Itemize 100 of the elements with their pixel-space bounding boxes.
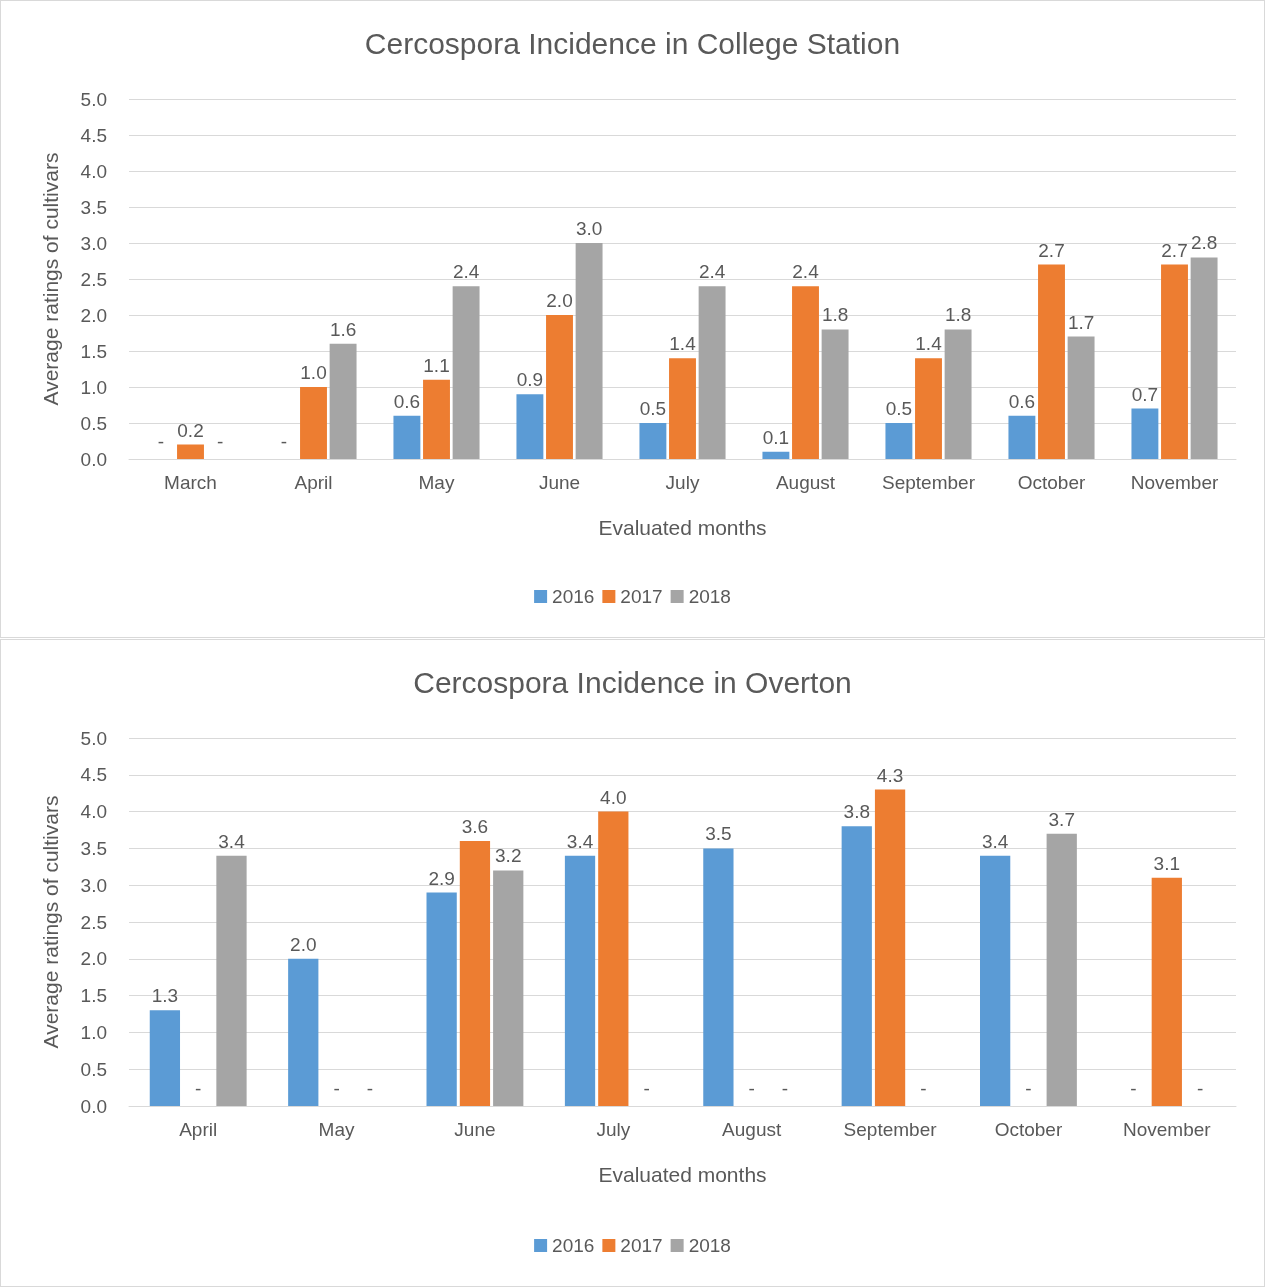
- bar: [762, 451, 790, 459]
- x-tick-label: June: [538, 472, 581, 493]
- x-tick-label: April: [179, 1119, 218, 1140]
- y-tick-label: 5.0: [80, 727, 107, 749]
- bar: [821, 329, 849, 459]
- text: -: [280, 431, 288, 452]
- y-tick-label: 2.0: [80, 304, 107, 326]
- data-label: 1.8: [944, 304, 972, 326]
- x-tick-label: May: [318, 1119, 355, 1140]
- data-label: 2.9: [428, 867, 455, 889]
- data-label: 3.7: [1048, 808, 1075, 830]
- x-tick-label: October: [994, 1119, 1063, 1140]
- y-tick-label: 2.5: [80, 911, 107, 933]
- bar: [792, 286, 819, 459]
- data-label: 3.4: [566, 830, 594, 852]
- bar: [452, 286, 480, 459]
- data-label: 2.7: [1038, 239, 1065, 261]
- y-tick-label: 1.0: [80, 376, 107, 398]
- data-label: 3.4: [981, 830, 1009, 852]
- data-label: 2.4: [698, 261, 726, 283]
- data-label: 3.2: [495, 845, 522, 867]
- bar: [639, 423, 667, 459]
- legend-label: 2016: [552, 1235, 595, 1256]
- y-tick-label: 5.0: [80, 88, 107, 110]
- x-tick-label: November: [1122, 1119, 1212, 1140]
- data-label: 2.0: [546, 290, 573, 311]
- chart-title: Cercospora Incidence in College Station: [364, 26, 901, 60]
- legend-label: 2017: [620, 586, 663, 607]
- data-label: 1.6: [329, 318, 357, 340]
- data-label: 0.1: [762, 426, 790, 448]
- data-label: 1.1: [423, 354, 450, 376]
- y-tick-label: 1.5: [80, 340, 107, 362]
- data-label: 2.7: [1161, 239, 1188, 261]
- text: -: [366, 1078, 374, 1099]
- data-label: 0.6: [1008, 390, 1036, 412]
- bar: [149, 1010, 181, 1106]
- data-label: 3.8: [843, 801, 870, 823]
- data-label: 0.2: [177, 419, 204, 441]
- y-tick-label: 1.5: [80, 985, 107, 1007]
- text: -: [1025, 1078, 1032, 1099]
- x-tick-label: September: [882, 472, 976, 493]
- data-label: 0.5: [639, 398, 667, 419]
- data-label: 3.1: [1153, 852, 1181, 874]
- bar: [329, 343, 357, 459]
- data-label: 1.3: [151, 985, 179, 1007]
- chart-title: Cercospora Incidence in Overton: [413, 665, 852, 699]
- data-label: 0.6: [393, 390, 421, 412]
- bar: [1151, 877, 1182, 1106]
- data-label: 3.5: [705, 823, 732, 845]
- y-tick-label: 0.0: [80, 1095, 107, 1117]
- bar: [459, 841, 491, 1106]
- bar: [874, 789, 906, 1106]
- y-tick-label: 2.5: [80, 268, 107, 290]
- x-tick-label: July: [665, 472, 700, 493]
- bar: [216, 855, 247, 1106]
- y-tick-label: 1.0: [80, 1021, 107, 1043]
- legend-label: 2018: [688, 1235, 731, 1256]
- x-tick-label: May: [418, 472, 455, 493]
- data-label: 3.0: [575, 218, 603, 239]
- bar: [669, 358, 696, 459]
- bar: [493, 870, 524, 1106]
- y-tick-label: 3.5: [80, 196, 107, 218]
- y-tick-label: 4.0: [80, 801, 107, 823]
- x-tick-label: August: [775, 472, 836, 493]
- data-label: 4.3: [876, 764, 904, 786]
- data-label: 3.4: [218, 830, 246, 852]
- text: -: [216, 431, 224, 452]
- x-tick-label: August: [722, 1119, 782, 1140]
- text: -: [1196, 1078, 1204, 1099]
- bar: [841, 826, 872, 1106]
- bar: [698, 286, 726, 459]
- bar: [1161, 264, 1188, 459]
- bar: [1131, 408, 1159, 459]
- data-label: 1.4: [915, 333, 943, 355]
- bar: [915, 358, 942, 459]
- bar: [944, 329, 972, 459]
- y-tick-label: 0.5: [80, 1058, 107, 1080]
- x-tick-label: November: [1130, 472, 1219, 493]
- bar: [393, 415, 421, 459]
- bar: [423, 379, 450, 459]
- text: -: [643, 1078, 650, 1099]
- text: -: [157, 431, 165, 452]
- text: -: [781, 1078, 789, 1099]
- bar: [1067, 336, 1095, 459]
- text: -: [748, 1078, 755, 1099]
- data-label: 4.0: [600, 786, 627, 808]
- x-tick-label: July: [596, 1119, 631, 1140]
- bar: [703, 848, 734, 1106]
- y-tick-label: 2.0: [80, 948, 107, 970]
- legend-label: 2017: [620, 1235, 663, 1256]
- x-tick-label: April: [294, 472, 333, 493]
- x-tick-label: March: [164, 472, 217, 493]
- text: -: [195, 1078, 202, 1099]
- data-label: 3.6: [461, 816, 489, 838]
- bar: [575, 243, 603, 459]
- data-label: 2.0: [290, 933, 317, 955]
- y-tick-label: 4.0: [80, 160, 107, 182]
- data-label: 2.4: [452, 261, 480, 283]
- bar: [177, 444, 204, 459]
- bar: [1190, 257, 1218, 459]
